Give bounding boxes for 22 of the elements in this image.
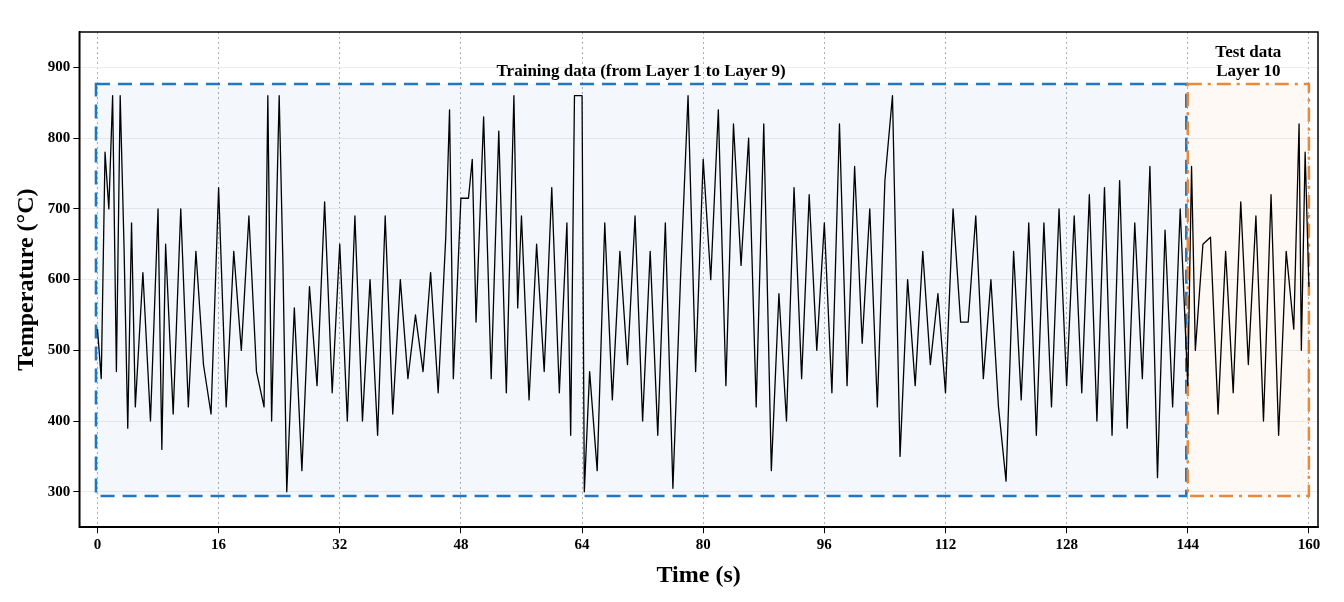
x-tick-label: 128 [1055,536,1078,553]
band-label: Training data (from Layer 1 to Layer 9) [496,60,786,80]
x-axis-title: Time (s) [656,560,741,587]
y-tick-label: 800 [47,128,71,145]
y-tick-label: 500 [47,341,71,358]
y-axis-title: Temperature (°C) [11,188,38,371]
x-tick-label: 48 [453,536,469,553]
y-tick-label: 400 [47,411,71,428]
x-tick-label: 16 [211,536,227,553]
x-tick-label: 160 [1297,536,1321,553]
x-tick-label: 64 [574,536,591,553]
x-tick-label: 112 [934,536,957,553]
x-tick-label: 32 [332,536,348,553]
x-tick-label: 80 [695,536,711,553]
x-tick-label: 0 [93,536,102,553]
y-tick-label: 600 [47,270,71,287]
band-label: Test data Layer 10 [1215,41,1282,80]
y-tick-label: 300 [47,482,71,499]
x-tick-label: 144 [1176,536,1200,553]
x-tick-label: 96 [816,536,833,553]
y-tick-label: 700 [47,199,71,216]
y-tick-label: 900 [47,58,71,75]
